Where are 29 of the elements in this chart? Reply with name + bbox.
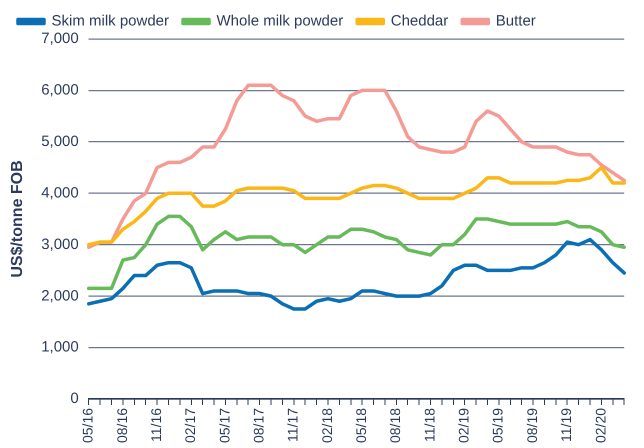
y-tick-label: 4,000 bbox=[41, 184, 79, 202]
x-tick-label: 05/17 bbox=[216, 408, 232, 444]
y-tick-label: 5,000 bbox=[41, 132, 79, 150]
x-tick-label: 08/17 bbox=[250, 408, 266, 444]
x-tick-label: 11/17 bbox=[284, 408, 301, 442]
x-tick-label: 05/18 bbox=[353, 408, 370, 444]
x-tick-label: 02/19 bbox=[456, 408, 472, 444]
x-tick-label: 05/19 bbox=[490, 408, 506, 444]
x-tick-label: 08/19 bbox=[524, 408, 540, 444]
x-tick-label: 11/16 bbox=[148, 408, 164, 442]
y-tick-label: 0 bbox=[70, 390, 79, 408]
x-tick-label: 11/19 bbox=[558, 408, 574, 442]
legend-label: Whole milk powder bbox=[216, 12, 344, 30]
x-tick-label: 02/20 bbox=[592, 408, 608, 444]
y-axis-title: US$/tonne FOB bbox=[9, 160, 26, 278]
y-tick-label: 6,000 bbox=[41, 82, 79, 99]
x-tick-label: 02/17 bbox=[182, 408, 198, 444]
x-tick-label: 02/18 bbox=[318, 408, 335, 444]
x-tick-label: 11/18 bbox=[421, 408, 438, 442]
y-tick-label: 2,000 bbox=[41, 287, 79, 304]
legend-label: Skim milk powder bbox=[52, 12, 170, 30]
y-tick-label: 1,000 bbox=[41, 338, 79, 356]
x-tick-label: 08/16 bbox=[114, 408, 130, 444]
legend-label: Cheddar bbox=[390, 12, 448, 30]
x-tick-label: 05/16 bbox=[80, 408, 96, 444]
y-tick-label: 3,000 bbox=[41, 236, 79, 253]
y-tick-label: 7,000 bbox=[41, 30, 79, 48]
legend-label: Butter bbox=[496, 12, 536, 30]
x-tick-label: 08/18 bbox=[387, 408, 404, 444]
